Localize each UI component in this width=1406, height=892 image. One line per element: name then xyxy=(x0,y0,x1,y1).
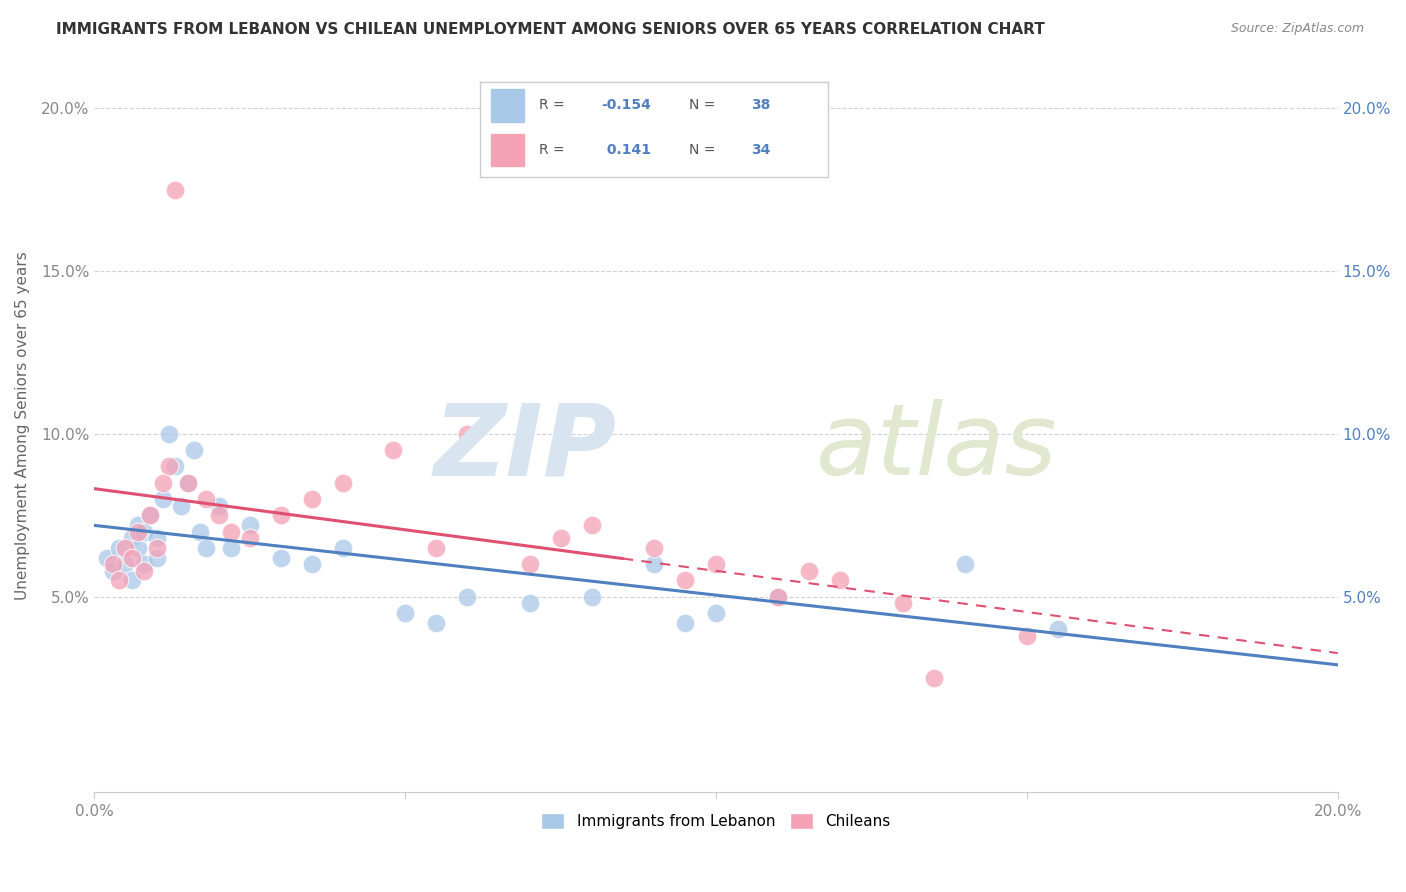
Point xyxy=(152,475,174,490)
Point xyxy=(121,531,143,545)
Point xyxy=(176,475,198,490)
Point xyxy=(550,531,572,545)
Point xyxy=(768,590,790,604)
Point xyxy=(381,443,404,458)
Point xyxy=(673,615,696,630)
Point xyxy=(108,574,131,588)
Point xyxy=(394,606,416,620)
Text: ZIP: ZIP xyxy=(433,400,617,496)
Legend: Immigrants from Lebanon, Chileans: Immigrants from Lebanon, Chileans xyxy=(536,807,897,836)
Point xyxy=(799,564,821,578)
Point xyxy=(332,541,354,555)
Point xyxy=(195,491,218,506)
Point xyxy=(239,531,262,545)
Point xyxy=(301,491,323,506)
Point xyxy=(704,606,727,620)
Point xyxy=(165,183,187,197)
Point xyxy=(332,475,354,490)
Point xyxy=(96,550,118,565)
Point xyxy=(519,596,541,610)
Point xyxy=(114,541,136,555)
Point xyxy=(157,459,180,474)
Point xyxy=(157,426,180,441)
Text: IMMIGRANTS FROM LEBANON VS CHILEAN UNEMPLOYMENT AMONG SENIORS OVER 65 YEARS CORR: IMMIGRANTS FROM LEBANON VS CHILEAN UNEMP… xyxy=(56,22,1045,37)
Point xyxy=(456,426,478,441)
Point xyxy=(127,541,149,555)
Point xyxy=(425,615,447,630)
Point xyxy=(219,524,242,539)
Y-axis label: Unemployment Among Seniors over 65 years: Unemployment Among Seniors over 65 years xyxy=(15,252,30,600)
Point xyxy=(145,531,167,545)
Text: Source: ZipAtlas.com: Source: ZipAtlas.com xyxy=(1230,22,1364,36)
Point xyxy=(270,508,292,523)
Point xyxy=(132,564,155,578)
Point xyxy=(121,574,143,588)
Point xyxy=(208,508,231,523)
Point xyxy=(830,574,852,588)
Point xyxy=(145,541,167,555)
Point xyxy=(456,590,478,604)
Point xyxy=(673,574,696,588)
Point xyxy=(643,557,665,571)
Point xyxy=(132,557,155,571)
Point xyxy=(425,541,447,555)
Point xyxy=(195,541,218,555)
Point xyxy=(139,508,162,523)
Point xyxy=(188,524,211,539)
Point xyxy=(891,596,914,610)
Point xyxy=(208,499,231,513)
Point xyxy=(1015,629,1038,643)
Point xyxy=(1046,622,1069,636)
Point xyxy=(270,550,292,565)
Point xyxy=(121,550,143,565)
Point xyxy=(165,459,187,474)
Point xyxy=(301,557,323,571)
Point xyxy=(581,518,603,533)
Point xyxy=(127,518,149,533)
Point xyxy=(704,557,727,571)
Point xyxy=(768,590,790,604)
Point xyxy=(239,518,262,533)
Point xyxy=(108,541,131,555)
Point xyxy=(953,557,976,571)
Point xyxy=(519,557,541,571)
Point xyxy=(139,508,162,523)
Point xyxy=(132,524,155,539)
Point xyxy=(643,541,665,555)
Point xyxy=(219,541,242,555)
Point xyxy=(922,671,945,685)
Point xyxy=(101,564,124,578)
Point xyxy=(581,590,603,604)
Point xyxy=(183,443,205,458)
Point xyxy=(152,491,174,506)
Point xyxy=(127,524,149,539)
Point xyxy=(114,557,136,571)
Text: atlas: atlas xyxy=(815,400,1057,496)
Point xyxy=(170,499,193,513)
Point xyxy=(101,557,124,571)
Point xyxy=(145,550,167,565)
Point xyxy=(176,475,198,490)
